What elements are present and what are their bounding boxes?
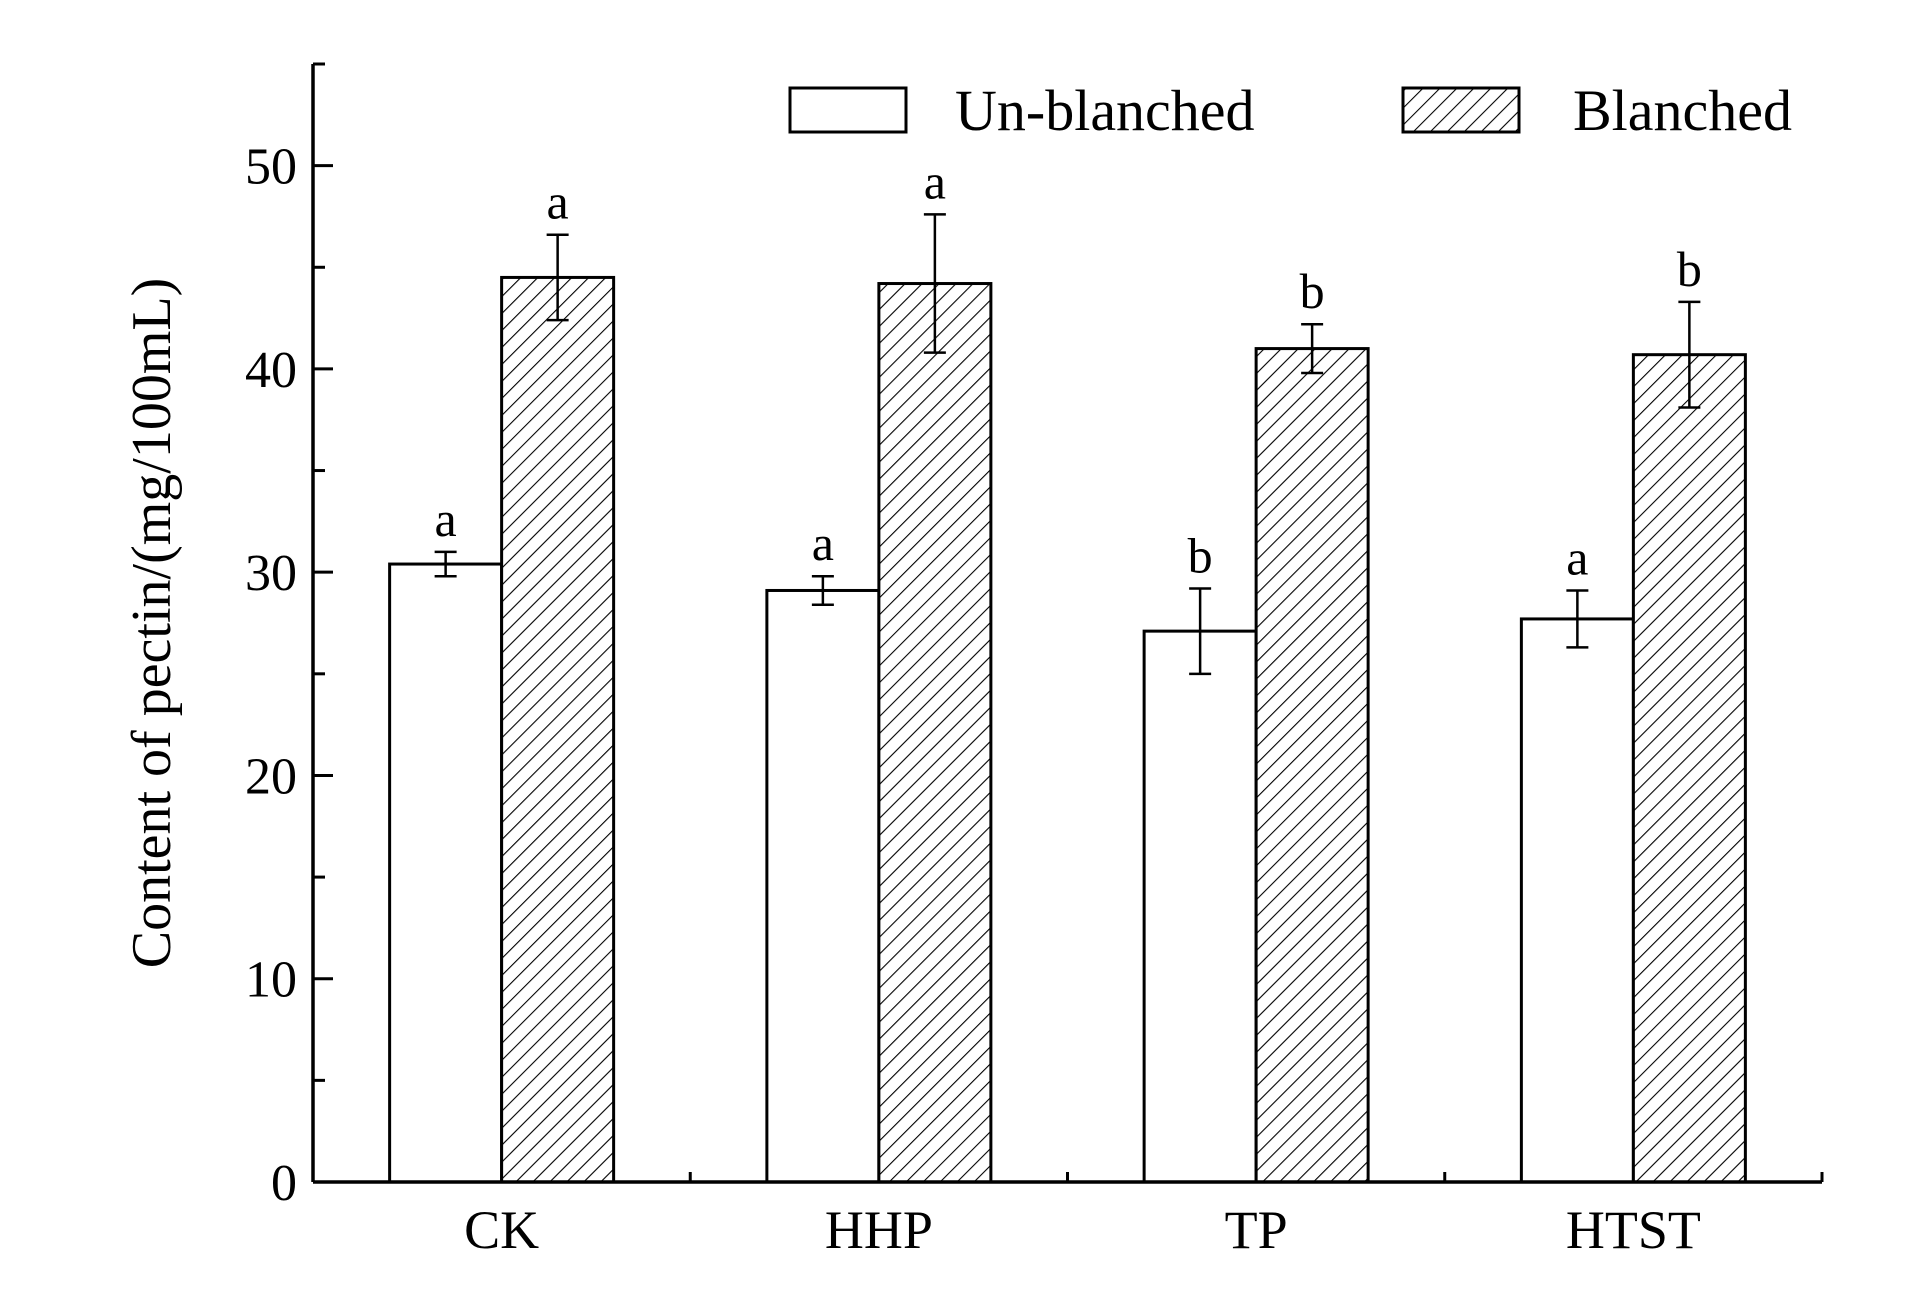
legend-label: Blanched: [1573, 78, 1792, 143]
bar-unblanched-htst: [1519, 617, 1635, 1184]
y-tick-label: 40: [245, 342, 297, 399]
bar-unblanched-ck: [388, 562, 504, 1184]
bar-blanched-ck: [500, 275, 616, 1184]
error-bar: [1301, 322, 1324, 375]
error-bar: [923, 213, 946, 354]
bar-blanched-tp: [1254, 347, 1370, 1184]
bar-unblanched-hhp: [765, 588, 881, 1184]
x-category-label: HTST: [1566, 1200, 1701, 1260]
legend-label: Un-blanched: [955, 78, 1255, 143]
significance-label: a: [812, 515, 834, 571]
bar-blanched-hhp: [877, 282, 993, 1184]
significance-label: a: [547, 174, 569, 230]
legend-item-blanched: Blanched: [1401, 78, 1792, 143]
significance-label: b: [1677, 241, 1702, 297]
error-bar: [811, 574, 834, 606]
x-category-label: TP: [1225, 1200, 1288, 1260]
y-axis-title: Content of pectin/(mg/100mL): [121, 278, 183, 969]
y-tick-label: 30: [245, 545, 297, 602]
significance-label: b: [1188, 527, 1213, 583]
legend-swatch: [1401, 86, 1521, 134]
significance-label: a: [435, 491, 457, 547]
y-tick-label: 50: [245, 139, 297, 196]
bar-unblanched-tp: [1142, 629, 1258, 1184]
axes-layer: 0 10 20 30 40 50 CK HHP TP HTST Content of pectin/…: [121, 62, 1824, 1260]
x-category-label: CK: [464, 1200, 539, 1260]
legend-item-unblanched: Un-blanched: [788, 78, 1255, 143]
significance-label: a: [1566, 529, 1588, 585]
significance-label: a: [924, 153, 946, 209]
error-bar: [1678, 300, 1701, 409]
bar-blanched-htst: [1631, 353, 1747, 1184]
bars-layer: [388, 213, 1747, 1184]
error-bar: [434, 550, 457, 578]
y-tick-label: 20: [245, 748, 297, 805]
y-tick-label: 0: [271, 1155, 297, 1212]
x-category-label: HHP: [825, 1200, 933, 1260]
legend-swatch: [788, 86, 908, 134]
error-bar: [1566, 589, 1589, 649]
y-tick-label: 10: [245, 952, 297, 1009]
error-bar: [546, 233, 569, 322]
significance-label: b: [1300, 263, 1325, 319]
error-bar: [1189, 587, 1212, 676]
labels-layer: a a b a a a b b: [435, 153, 1702, 585]
legend: Un-blanched Blanched: [788, 78, 1792, 143]
